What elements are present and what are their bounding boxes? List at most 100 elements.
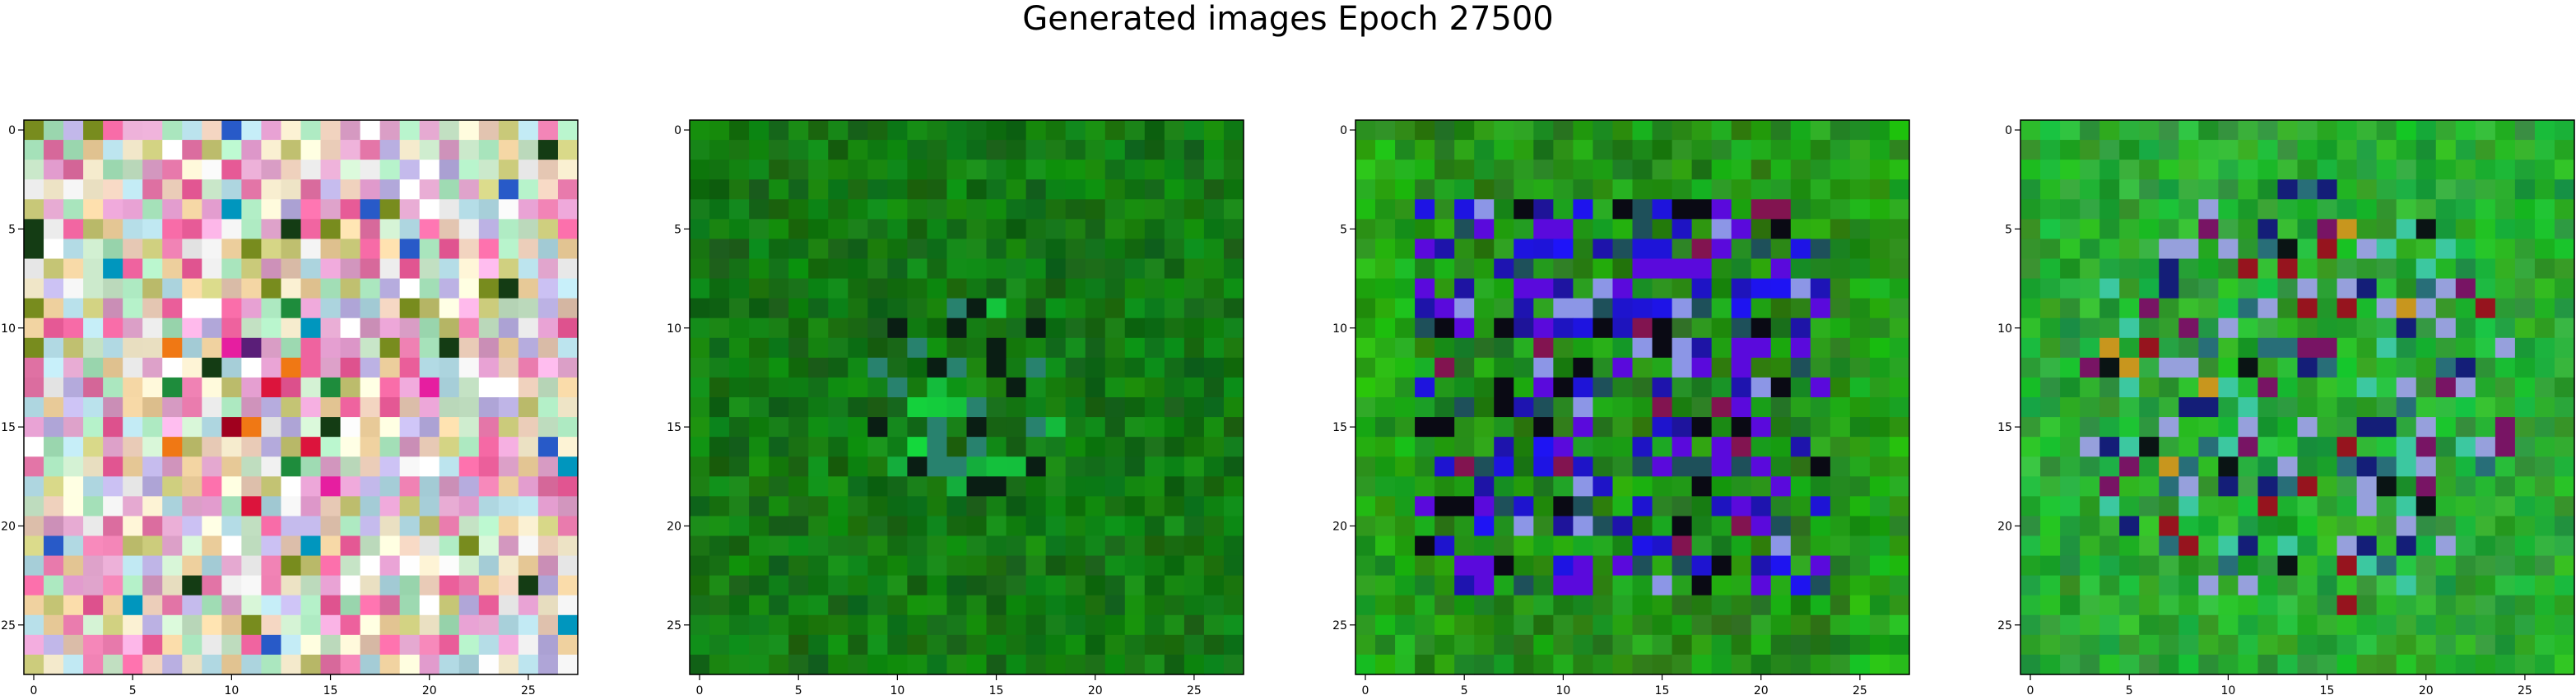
pixel — [1066, 239, 1086, 259]
pixel — [2080, 140, 2100, 160]
pixel — [261, 595, 281, 616]
pixel — [1046, 239, 1067, 259]
pixel — [2099, 655, 2120, 675]
pixel — [2298, 576, 2318, 596]
pixel — [1771, 279, 1792, 299]
pixel — [1751, 279, 1772, 299]
pixel — [2515, 239, 2536, 259]
pixel — [967, 397, 988, 418]
pixel — [769, 239, 789, 259]
pixel — [63, 595, 84, 616]
pixel — [301, 476, 322, 497]
pixel — [1712, 397, 1732, 418]
pixel — [867, 120, 888, 141]
pixel — [2257, 338, 2278, 359]
pixel — [946, 635, 967, 656]
pixel — [907, 318, 928, 339]
pixel — [1046, 338, 1067, 359]
pixel — [729, 536, 750, 557]
pixel — [2555, 299, 2575, 319]
pixel — [808, 615, 829, 636]
pixel — [1870, 338, 1890, 359]
pixel — [1145, 338, 1165, 359]
pixel — [1653, 160, 1673, 180]
pixel — [420, 239, 440, 259]
pixel — [2119, 496, 2140, 517]
pixel — [1355, 437, 1376, 457]
pixel — [518, 655, 539, 675]
pixel — [907, 397, 928, 418]
pixel — [301, 397, 322, 418]
pixel — [439, 655, 460, 675]
pixel — [1692, 397, 1713, 418]
pixel — [301, 160, 322, 180]
pixel — [44, 120, 64, 141]
pixel — [1184, 496, 1205, 517]
pixel — [2337, 140, 2358, 160]
pixel — [2337, 635, 2358, 656]
pixel — [360, 179, 381, 200]
pixel — [1593, 595, 1613, 616]
pixel — [1553, 456, 1574, 477]
pixel — [1125, 160, 1146, 180]
pixel — [83, 199, 104, 220]
pixel — [1533, 635, 1554, 656]
pixel — [142, 576, 163, 596]
pixel — [63, 417, 84, 438]
pixel — [103, 179, 123, 200]
pixel — [1066, 456, 1086, 477]
pixel — [729, 219, 750, 239]
pixel — [808, 556, 829, 577]
pixel — [2080, 576, 2100, 596]
pixel — [2178, 279, 2199, 299]
pixel — [1612, 239, 1633, 259]
pixel — [1086, 179, 1106, 200]
pixel — [1672, 219, 1693, 239]
pixel — [887, 199, 908, 220]
pixel — [1375, 516, 1396, 536]
pixel — [2298, 239, 2318, 259]
pixel — [2060, 397, 2081, 418]
x-tick-label: 10 — [890, 684, 904, 695]
pixel — [887, 615, 908, 636]
pixel — [1633, 576, 1653, 596]
pixel — [2020, 338, 2041, 359]
pixel — [2080, 516, 2100, 536]
pixel — [2099, 120, 2120, 141]
pixel — [2238, 179, 2258, 200]
pixel — [1066, 516, 1086, 536]
pixel — [2377, 417, 2397, 438]
pixel — [1105, 338, 1126, 359]
pixel — [709, 635, 730, 656]
pixel — [2218, 219, 2239, 239]
x-tick-label: 20 — [422, 684, 437, 695]
pixel — [439, 378, 460, 398]
y-tick-label: 20 — [1, 520, 16, 533]
pixel — [301, 595, 322, 616]
y-tick-label: 25 — [1, 619, 16, 632]
pixel — [1850, 259, 1871, 280]
pixel — [2238, 358, 2258, 378]
pixel — [1086, 199, 1106, 220]
pixel — [1355, 476, 1376, 497]
pixel — [459, 160, 480, 180]
pixel — [1573, 318, 1593, 339]
pixel — [1395, 219, 1416, 239]
pixel — [1046, 140, 1067, 160]
pixel — [967, 615, 988, 636]
pixel — [867, 358, 888, 378]
pixel — [1811, 456, 1831, 477]
pixel — [1672, 536, 1693, 557]
pixel — [1474, 199, 1495, 220]
pixel — [1224, 595, 1244, 616]
pixel — [2178, 160, 2199, 180]
pixel — [2020, 179, 2041, 200]
pixel — [1612, 417, 1633, 438]
pixel — [729, 516, 750, 536]
pixel — [1026, 378, 1047, 398]
pixel — [1105, 259, 1126, 280]
pixel — [2535, 655, 2555, 675]
pixel — [1494, 279, 1514, 299]
pixel — [2436, 318, 2457, 339]
pixel — [1692, 576, 1713, 596]
